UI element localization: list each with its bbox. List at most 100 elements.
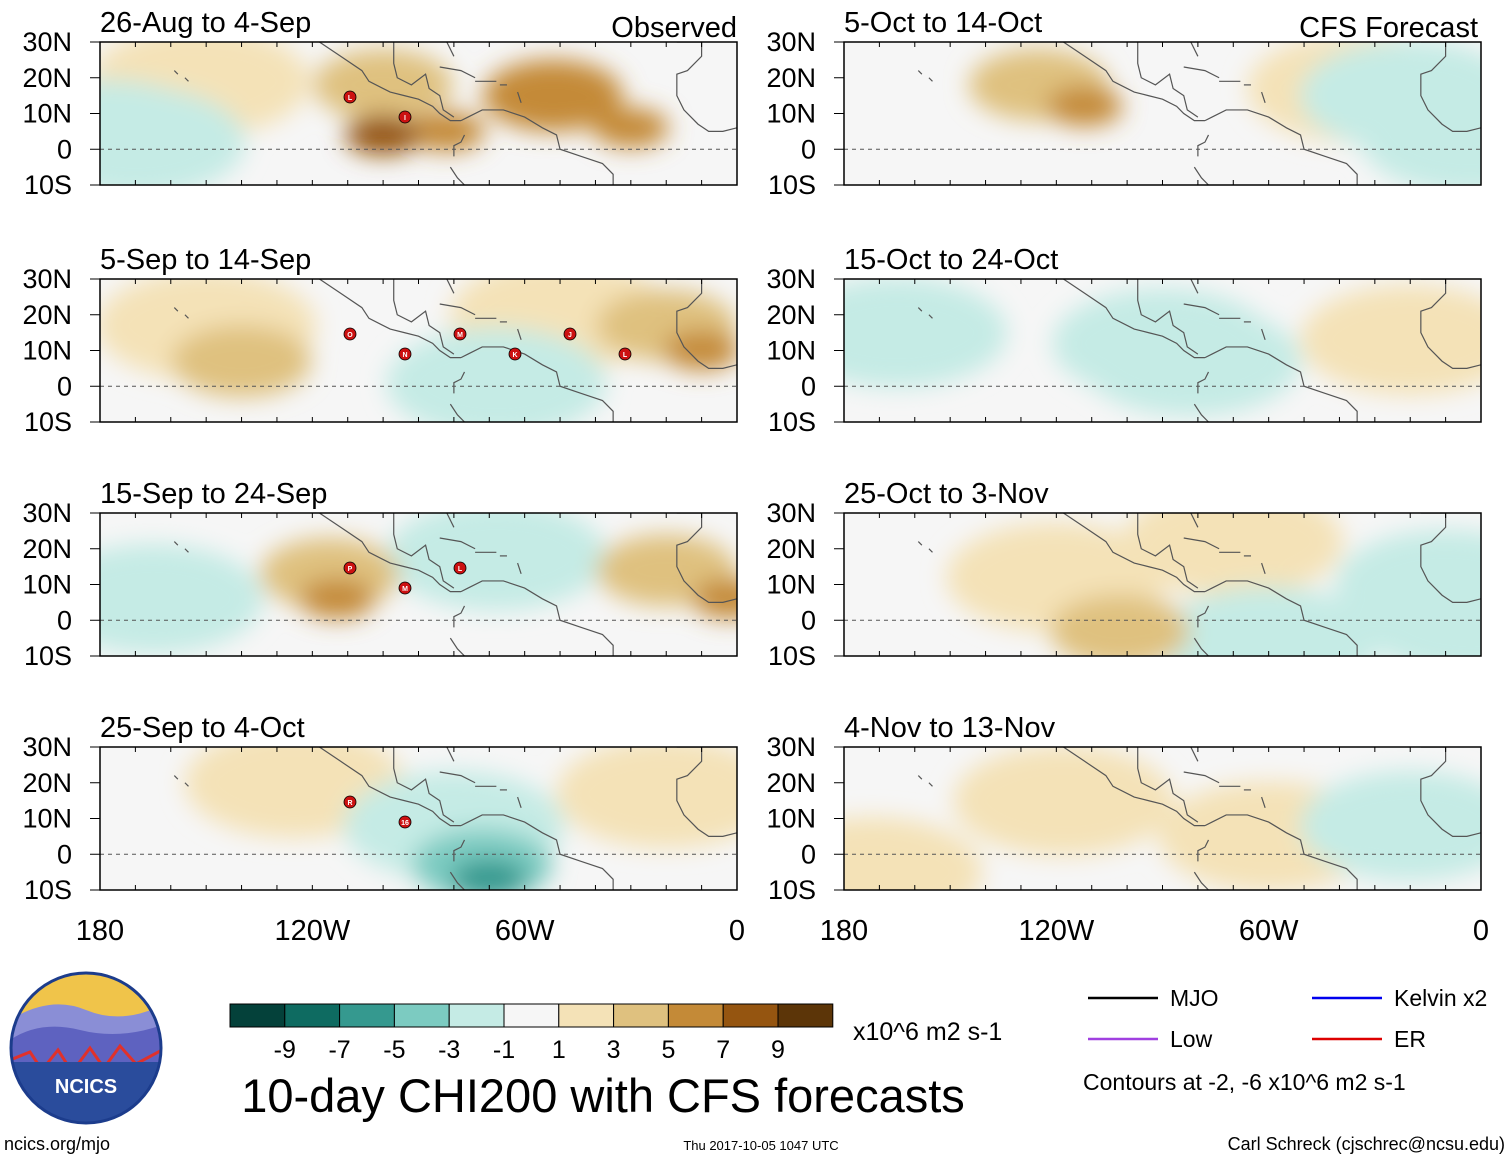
- longitude-label: 0: [729, 915, 745, 947]
- coastline: [393, 279, 455, 355]
- longitude-label: 0: [1473, 915, 1489, 947]
- colorbar-swatch: [339, 1003, 395, 1028]
- coastline: [917, 307, 923, 312]
- storm-marker: O: [343, 327, 357, 341]
- latitude-label: 10N: [766, 99, 816, 129]
- coastlines: [173, 513, 737, 656]
- coastline: [1190, 513, 1199, 528]
- coastline: [1197, 839, 1210, 862]
- panel-p2: O N M K J L 5-Sep to 14-Sep 30N 20N 10N 0 10S: [22, 244, 738, 437]
- coastline: [1420, 42, 1481, 132]
- coastline: [1204, 109, 1358, 185]
- panel-p6: 15-Oct to 24-Oct 30N 20N 10N 0 10S: [766, 244, 1482, 437]
- coastline: [1261, 796, 1266, 808]
- latitude-label: 10N: [22, 336, 72, 366]
- latitude-label: 10S: [24, 407, 72, 437]
- anomaly-field: [844, 747, 1481, 890]
- map-panels: L I 26-Aug to 4-Sep 30N 20N 10N 0 10S O N M K J L 5-Se…: [22, 7, 1482, 905]
- coastline: [449, 637, 465, 656]
- colorbar-tick-label: 7: [716, 1036, 730, 1064]
- latitude-label: 20N: [766, 534, 816, 564]
- colorbar: -9 -7 -5 -3 -1 1 3 5 7 9: [229, 1003, 834, 1064]
- coastline: [1183, 537, 1220, 550]
- anomaly-field: [100, 513, 737, 654]
- latitude-label: 20N: [766, 63, 816, 93]
- longitude-label: 120W: [274, 915, 350, 947]
- legend-item: Low: [1088, 1026, 1213, 1052]
- svg-text:P: P: [348, 566, 353, 573]
- coastline: [460, 814, 614, 890]
- coastline: [319, 42, 461, 122]
- panel-title: 25-Oct to 3-Nov: [844, 478, 1049, 510]
- coastline: [1197, 605, 1210, 628]
- coastline: [173, 70, 179, 75]
- svg-text:16: 16: [401, 820, 409, 827]
- storm-marker: L: [343, 90, 357, 104]
- anomaly-blob: [953, 747, 1174, 856]
- coastline: [446, 279, 455, 294]
- longitude-label: 120W: [1018, 915, 1094, 947]
- latitude-label: 10S: [24, 170, 72, 200]
- legend-note: Contours at -2, -6 x10^6 m2 s-1: [1083, 1069, 1406, 1095]
- coastline: [460, 109, 614, 185]
- coastline: [1063, 747, 1205, 827]
- storm-marker: I: [398, 110, 412, 124]
- colorbar-swatch: [503, 1003, 560, 1028]
- coastline: [1193, 403, 1209, 422]
- coastline: [439, 537, 476, 550]
- longitude-labels: 180 120W 60W 0 180 120W 60W 0: [76, 915, 1489, 947]
- coastline: [453, 134, 466, 157]
- anomaly-blob: [844, 817, 983, 890]
- coastline: [1063, 279, 1205, 359]
- anomaly-blob: [691, 578, 737, 619]
- latitude-label: 10N: [22, 570, 72, 600]
- coastline: [1193, 637, 1209, 656]
- main-title: 10-day CHI200 with CFS forecasts: [241, 1069, 965, 1122]
- storm-marker: L: [618, 347, 632, 361]
- colorbar-tick-label: 3: [607, 1036, 621, 1064]
- storm-marker: M: [398, 581, 412, 595]
- coastline: [1190, 279, 1199, 294]
- colorbar-tick-label: 9: [771, 1036, 785, 1064]
- latitude-label: 0: [57, 605, 72, 635]
- storm-marker: J: [563, 327, 577, 341]
- colorbar-tick-label: -5: [383, 1036, 405, 1064]
- latitude-label: 10N: [22, 99, 72, 129]
- anomaly-blob: [482, 59, 623, 132]
- latitude-label: 30N: [22, 732, 72, 762]
- coastline: [453, 371, 466, 394]
- observed-heading: Observed: [611, 12, 737, 44]
- latitude-label: 20N: [22, 534, 72, 564]
- coastline: [917, 775, 923, 780]
- coastline: [917, 541, 923, 546]
- anomaly-blob: [1300, 284, 1481, 395]
- coastline: [319, 747, 461, 827]
- anomaly-blob: [451, 859, 528, 890]
- latitude-label: 10S: [768, 407, 816, 437]
- longitude-label: 60W: [1239, 915, 1299, 947]
- svg-text:L: L: [623, 352, 628, 359]
- website-link[interactable]: ncics.org/mjo: [4, 1134, 110, 1154]
- panel-title: 15-Sep to 24-Sep: [100, 478, 327, 510]
- coastline: [676, 747, 737, 837]
- anomaly-blob: [100, 87, 246, 185]
- anomaly-field: [100, 42, 669, 185]
- coastline: [1190, 42, 1199, 57]
- coastline: [184, 314, 189, 319]
- latitude-label: 30N: [22, 264, 72, 294]
- coastline: [184, 77, 189, 82]
- colorbar-swatch: [284, 1003, 341, 1028]
- storm-marker: K: [508, 347, 522, 361]
- colorbar-tick-label: 1: [552, 1036, 566, 1064]
- latitude-label: 0: [57, 839, 72, 869]
- coastline: [1204, 814, 1358, 890]
- anomaly-blob: [386, 327, 607, 422]
- coastline: [1197, 134, 1210, 157]
- anomaly-blob: [171, 325, 312, 398]
- storm-marker: L: [453, 561, 467, 575]
- coastline: [1420, 747, 1481, 837]
- coastlines: [917, 513, 1481, 656]
- coastline: [453, 605, 466, 628]
- colorbar-swatch: [722, 1003, 779, 1028]
- colorbar-swatch: [667, 1003, 724, 1028]
